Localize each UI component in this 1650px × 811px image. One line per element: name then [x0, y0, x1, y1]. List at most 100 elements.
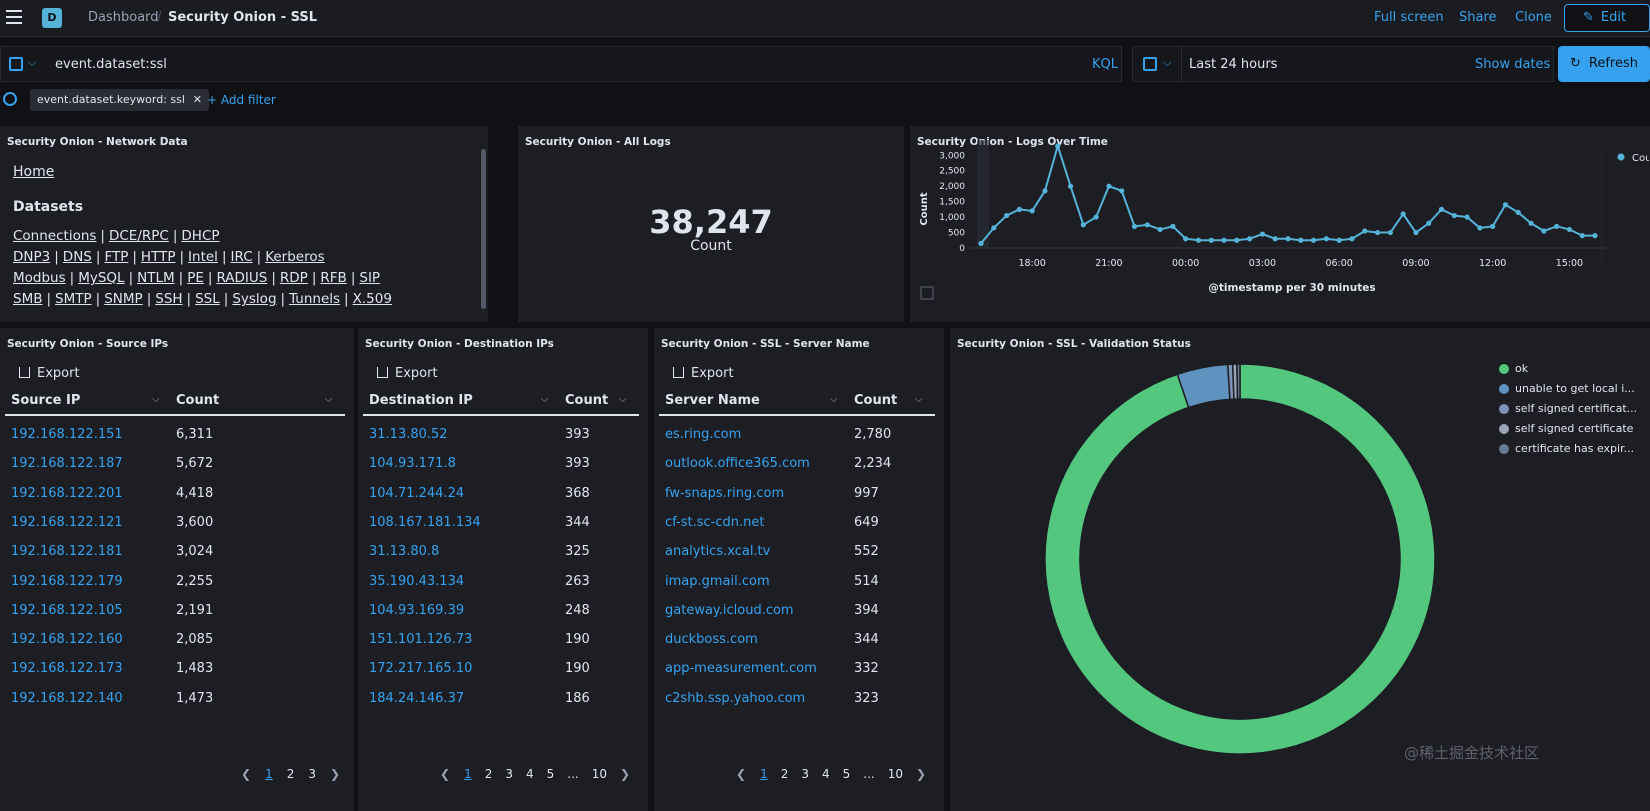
page-link[interactable]: 10 — [591, 767, 607, 781]
page-link[interactable]: 2 — [286, 767, 295, 781]
dataset-link[interactable]: DNP3 — [13, 249, 51, 265]
dataset-link[interactable]: Intel — [188, 249, 218, 265]
column-header[interactable]: Count — [565, 393, 609, 408]
app-logo[interactable]: D — [42, 8, 62, 28]
dataset-link[interactable]: NTLM — [137, 270, 175, 286]
row-key-link[interactable]: 192.168.122.179 — [11, 573, 123, 589]
page-link[interactable]: 2 — [484, 767, 493, 781]
add-filter-button[interactable]: + Add filter — [207, 93, 276, 107]
dataset-link[interactable]: Tunnels — [289, 291, 341, 307]
page-link[interactable]: 2 — [780, 767, 789, 781]
chevron-down-icon[interactable]: ⌵ — [915, 394, 923, 405]
row-key-link[interactable]: 104.93.169.39 — [369, 602, 465, 618]
dataset-link[interactable]: DHCP — [181, 228, 220, 244]
row-key-link[interactable]: 35.190.43.134 — [369, 573, 465, 589]
export-button[interactable]: Export — [673, 366, 734, 381]
export-button[interactable]: Export — [19, 366, 80, 381]
dataset-link[interactable]: SMB — [13, 291, 43, 307]
row-key-link[interactable]: imap.gmail.com — [665, 573, 770, 589]
pie-slice[interactable] — [1044, 363, 1436, 755]
dataset-link[interactable]: RFB — [320, 270, 347, 286]
dataset-link[interactable]: PE — [187, 270, 204, 286]
page-link[interactable]: 4 — [525, 767, 534, 781]
dataset-link[interactable]: Kerberos — [265, 249, 325, 265]
row-key-link[interactable]: 192.168.122.201 — [11, 485, 123, 501]
filter-pill[interactable]: event.dataset.keyword: ssl ✕ — [30, 89, 209, 111]
dataset-link[interactable]: DCE/RPC — [108, 228, 169, 244]
chevron-down-icon[interactable]: ⌵ — [325, 394, 333, 405]
row-key-link[interactable]: app-measurement.com — [665, 661, 817, 677]
column-header[interactable]: Server Name — [665, 393, 760, 408]
row-key-link[interactable]: outlook.office365.com — [665, 456, 810, 472]
page-link[interactable]: 1 — [265, 767, 273, 781]
close-icon[interactable]: ✕ — [192, 93, 202, 106]
row-key-link[interactable]: es.ring.com — [665, 427, 742, 442]
pie-slice[interactable] — [1236, 363, 1241, 400]
row-key-link[interactable]: 31.13.80.52 — [369, 427, 448, 442]
edit-button[interactable]: ✎ Edit — [1564, 4, 1650, 32]
chevron-left-icon[interactable]: ❮ — [440, 767, 451, 781]
page-link[interactable]: 1 — [464, 767, 472, 781]
show-dates-link[interactable]: Show dates — [1475, 57, 1551, 72]
dataset-link[interactable]: Modbus — [13, 270, 66, 286]
row-key-link[interactable]: 184.24.146.37 — [369, 690, 465, 706]
chevron-down-icon[interactable]: ⌵ — [1163, 56, 1172, 69]
dataset-link[interactable]: IRC — [230, 249, 253, 265]
saved-query-icon[interactable] — [9, 57, 23, 71]
dataset-link[interactable]: Syslog — [232, 291, 277, 307]
row-key-link[interactable]: 192.168.122.181 — [11, 544, 123, 560]
row-key-link[interactable]: 192.168.122.105 — [11, 602, 123, 618]
refresh-button[interactable]: ↻ Refresh — [1558, 46, 1650, 82]
legend-item[interactable]: certificate has expir... — [1499, 441, 1637, 461]
query-input[interactable]: ⌵ event.dataset:ssl KQL — [0, 46, 1122, 82]
row-key-link[interactable]: 151.101.126.73 — [369, 632, 473, 648]
row-key-link[interactable]: gateway.icloud.com — [665, 602, 794, 618]
chevron-left-icon[interactable]: ❮ — [241, 767, 252, 781]
chevron-down-icon[interactable]: ⌵ — [152, 394, 160, 405]
calendar-icon[interactable] — [1143, 57, 1157, 71]
chevron-down-icon[interactable]: ⌵ — [619, 394, 627, 405]
row-key-link[interactable]: 192.168.122.140 — [11, 690, 123, 706]
row-key-link[interactable]: fw-snaps.ring.com — [665, 485, 785, 501]
page-link[interactable]: 4 — [821, 767, 830, 781]
filter-icon[interactable] — [3, 92, 17, 106]
legend-item[interactable]: self signed certificat... — [1499, 401, 1637, 421]
dataset-link[interactable]: HTTP — [140, 249, 176, 265]
row-key-link[interactable]: 104.71.244.24 — [369, 485, 465, 501]
row-key-link[interactable]: 108.167.181.134 — [369, 514, 481, 530]
row-key-link[interactable]: 31.13.80.8 — [369, 544, 440, 560]
row-key-link[interactable]: 192.168.122.187 — [11, 456, 123, 472]
page-link[interactable]: 5 — [546, 767, 555, 781]
menu-icon[interactable] — [6, 10, 22, 26]
row-key-link[interactable]: cf-st.sc-cdn.net — [665, 514, 765, 530]
dataset-link[interactable]: SIP — [359, 270, 381, 286]
dataset-link[interactable]: SMTP — [55, 291, 92, 307]
dataset-link[interactable]: RDP — [279, 270, 308, 286]
row-key-link[interactable]: 192.168.122.151 — [11, 427, 123, 442]
dataset-link[interactable]: X.509 — [352, 291, 392, 307]
dataset-link[interactable]: Connections — [13, 228, 97, 244]
page-link[interactable]: 3 — [308, 767, 316, 781]
page-link[interactable]: 1 — [760, 767, 768, 781]
dataset-link[interactable]: DNS — [62, 249, 92, 265]
breadcrumb-dashboard[interactable]: Dashboard — [88, 10, 159, 25]
dataset-link[interactable]: SSL — [195, 291, 220, 307]
page-link[interactable]: 3 — [505, 767, 513, 781]
legend-item[interactable]: unable to get local i... — [1499, 381, 1637, 401]
legend-item[interactable]: ok — [1499, 361, 1637, 381]
row-key-link[interactable]: c2shb.ssp.yahoo.com — [665, 690, 806, 706]
clone-link[interactable]: Clone — [1515, 10, 1552, 25]
date-picker[interactable]: ⌵ Last 24 hours Show dates — [1132, 46, 1554, 82]
chevron-down-icon[interactable]: ⌵ — [541, 394, 549, 405]
kql-toggle[interactable]: KQL — [1092, 57, 1118, 72]
chevron-down-icon[interactable]: ⌵ — [830, 394, 838, 405]
date-range[interactable]: Last 24 hours — [1189, 57, 1278, 72]
page-link[interactable]: 3 — [801, 767, 809, 781]
row-key-link[interactable]: 172.217.165.10 — [369, 661, 473, 677]
dataset-link[interactable]: SNMP — [104, 291, 143, 307]
column-header[interactable]: Count — [176, 393, 220, 408]
dataset-link[interactable]: MySQL — [78, 270, 125, 286]
export-button[interactable]: Export — [377, 366, 438, 381]
page-link[interactable]: 10 — [887, 767, 903, 781]
row-key-link[interactable]: analytics.xcal.tv — [665, 544, 771, 560]
